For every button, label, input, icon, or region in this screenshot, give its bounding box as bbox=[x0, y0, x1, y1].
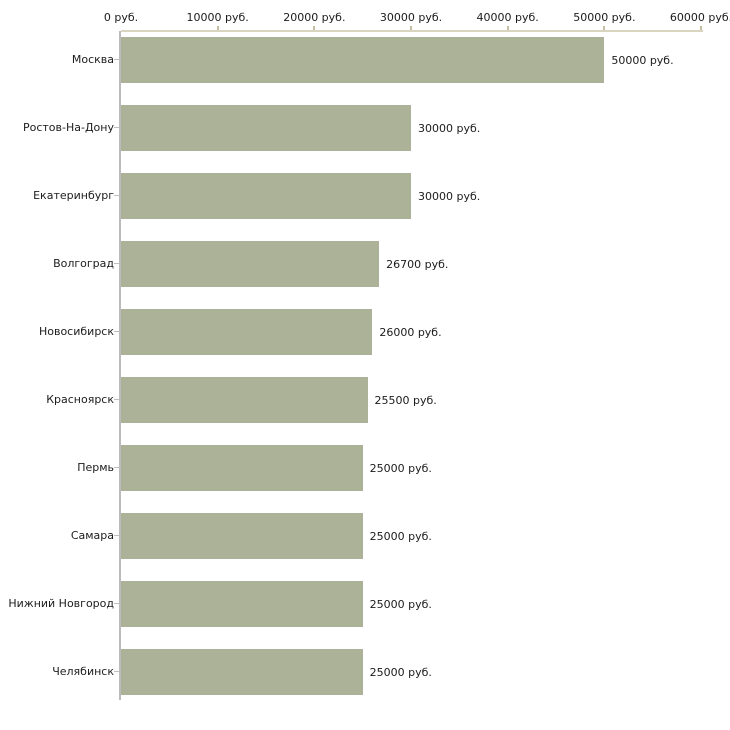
bar bbox=[121, 581, 363, 627]
y-axis-tick bbox=[114, 535, 119, 536]
x-axis-line bbox=[121, 30, 703, 32]
bar bbox=[121, 445, 363, 491]
value-label: 50000 руб. bbox=[611, 53, 674, 67]
category-label: Волгоград bbox=[53, 257, 114, 270]
bar-track: 25000 руб. bbox=[121, 581, 701, 627]
x-axis-tick-label: 0 руб. bbox=[103, 11, 139, 24]
bar-row-ekaterinburg: Екатеринбург 30000 руб. bbox=[0, 162, 730, 230]
value-label: 30000 руб. bbox=[418, 189, 481, 203]
bar bbox=[121, 513, 363, 559]
value-label: 30000 руб. bbox=[418, 121, 481, 135]
category-label: Москва bbox=[71, 53, 114, 66]
value-label: 25500 руб. bbox=[374, 393, 437, 407]
y-axis-tick bbox=[114, 399, 119, 400]
bar bbox=[121, 309, 373, 355]
value-label: 25000 руб. bbox=[369, 529, 432, 543]
value-label: 25000 руб. bbox=[369, 597, 432, 611]
category-label: Самара bbox=[70, 529, 114, 542]
bar-row-rostov-na-donu: Ростов-На-Дону 30000 руб. bbox=[0, 94, 730, 162]
bar-rows: Москва 50000 руб. Ростов-На-Дону 30000 р… bbox=[0, 26, 730, 706]
x-axis-tick-label: 10000 руб. bbox=[186, 11, 249, 24]
value-label: 25000 руб. bbox=[369, 461, 432, 475]
category-label: Челябинск bbox=[52, 665, 114, 678]
y-axis-tick bbox=[114, 671, 119, 672]
x-axis-tick-label: 20000 руб. bbox=[283, 11, 346, 24]
category-label: Екатеринбург bbox=[33, 189, 114, 202]
x-axis-tick bbox=[700, 26, 702, 31]
bar-track: 30000 руб. bbox=[121, 173, 701, 219]
bar-row-perm: Пермь 25000 руб. bbox=[0, 434, 730, 502]
x-axis-tick-label: 30000 руб. bbox=[379, 11, 443, 24]
bar-track: 25000 руб. bbox=[121, 513, 701, 559]
bar bbox=[121, 105, 411, 151]
x-axis-tick bbox=[506, 26, 509, 31]
bar bbox=[121, 173, 411, 219]
value-label: 26000 руб. bbox=[379, 325, 442, 339]
bar-row-moskva: Москва 50000 руб. bbox=[0, 26, 730, 94]
bar bbox=[121, 649, 363, 695]
category-label: Нижний Новгород bbox=[8, 597, 114, 610]
bar-track: 30000 руб. bbox=[121, 105, 701, 151]
bar-row-krasnoyarsk: Красноярск 25500 руб. bbox=[0, 366, 730, 434]
x-axis-tick-label: 60000 руб. bbox=[669, 11, 730, 24]
bar-track: 25500 руб. bbox=[121, 377, 701, 423]
category-label: Красноярск bbox=[46, 393, 114, 406]
bar-row-novosibirsk: Новосибирск 26000 руб. bbox=[0, 298, 730, 366]
bar bbox=[121, 37, 605, 83]
bar bbox=[121, 241, 380, 287]
value-label: 26700 руб. bbox=[386, 257, 449, 271]
category-label: Ростов-На-Дону bbox=[22, 121, 114, 134]
bar-row-chelyabinsk: Челябинск 25000 руб. bbox=[0, 638, 730, 706]
x-axis-tick-label: 50000 руб. bbox=[573, 11, 636, 24]
x-axis-tick bbox=[313, 26, 316, 31]
bar-track: 50000 руб. bbox=[121, 37, 701, 83]
bar-row-samara: Самара 25000 руб. bbox=[0, 502, 730, 570]
y-axis-line bbox=[119, 31, 121, 700]
category-label: Новосибирск bbox=[38, 325, 114, 338]
value-label: 25000 руб. bbox=[369, 665, 432, 679]
bar-track: 25000 руб. bbox=[121, 445, 701, 491]
x-axis-tick-label: 40000 руб. bbox=[476, 11, 539, 24]
y-axis-tick bbox=[114, 467, 119, 468]
y-axis-tick bbox=[114, 263, 119, 264]
x-axis-tick bbox=[603, 26, 606, 31]
category-label: Пермь bbox=[77, 461, 114, 474]
bar-row-nizhniy-novgorod: Нижний Новгород 25000 руб. bbox=[0, 570, 730, 638]
bar-track: 26000 руб. bbox=[121, 309, 701, 355]
x-axis-tick bbox=[410, 26, 412, 31]
y-axis-tick bbox=[114, 195, 119, 196]
bar bbox=[121, 377, 368, 423]
y-axis-tick bbox=[114, 127, 119, 128]
y-axis-tick bbox=[114, 603, 119, 604]
y-axis-tick bbox=[114, 59, 119, 60]
x-axis: 0 руб. 10000 руб. 20000 руб. 30000 руб. … bbox=[104, 0, 730, 36]
y-axis-tick bbox=[114, 331, 119, 332]
bar-track: 26700 руб. bbox=[121, 241, 701, 287]
bar-row-volgograd: Волгоград 26700 руб. bbox=[0, 230, 730, 298]
bar-track: 25000 руб. bbox=[121, 649, 701, 695]
x-axis-tick bbox=[216, 26, 219, 31]
